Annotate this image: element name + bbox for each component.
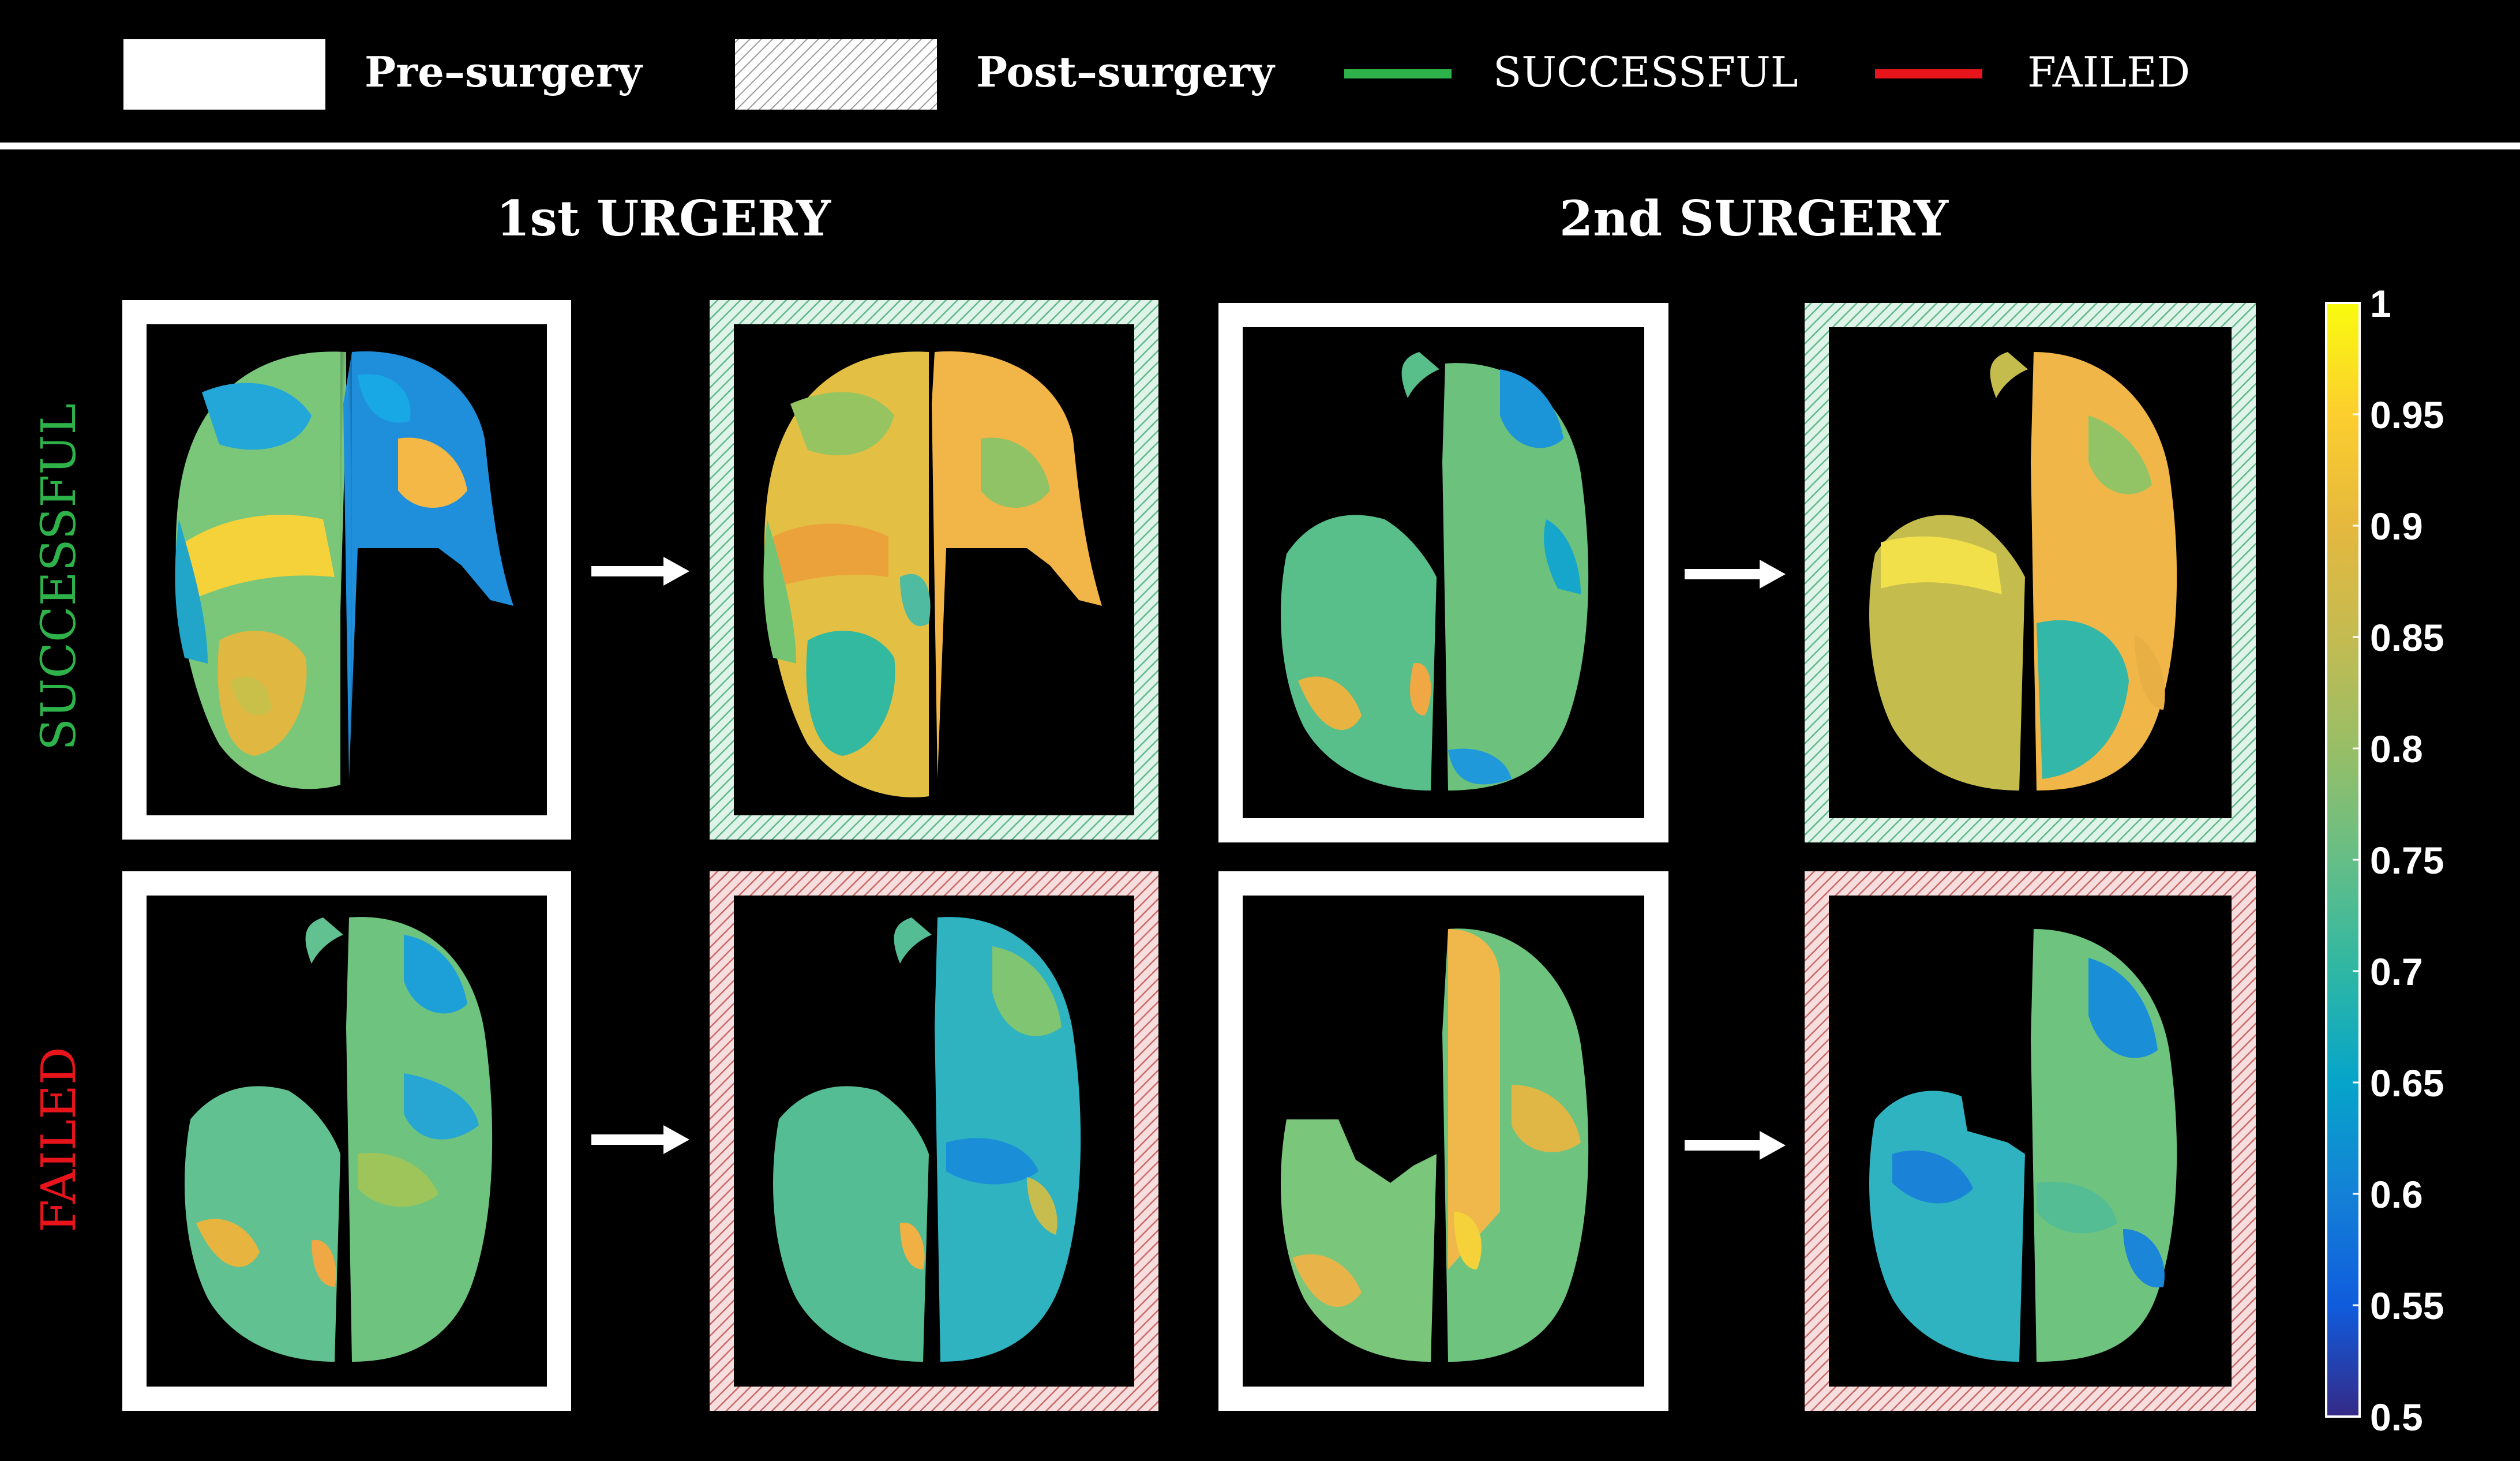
row-label-failed: FAILED xyxy=(32,1047,87,1232)
colorbar-tick-label: 0.5 xyxy=(2370,1396,2423,1438)
colorbar-ticks: 1 0.95 0.9 0.85 0.8 0.75 0.7 0.65 0.6 0.55 0.5 xyxy=(2353,282,2444,1438)
arrow-1-head xyxy=(663,557,689,586)
colorbar-tick-label: 0.7 xyxy=(2370,950,2423,993)
colorbar-tick-label: 0.6 xyxy=(2370,1173,2423,1216)
legend-successful-line xyxy=(1344,69,1452,78)
brain-image xyxy=(1869,352,2177,791)
brain-image xyxy=(1869,929,2177,1362)
colorbar-tick-label: 1 xyxy=(2370,282,2391,325)
legend-background xyxy=(0,0,2520,143)
colorbar-tick-label: 0.9 xyxy=(2370,505,2423,548)
arrow-4-head xyxy=(1760,1131,1786,1160)
row-label-successful: SUCCESSFUL xyxy=(32,403,87,751)
legend-pre-swatch xyxy=(123,39,325,110)
legend-pre-label: Pre–surgery xyxy=(365,47,643,96)
colorbar-tick-label: 0.95 xyxy=(2370,394,2444,436)
legend-post-swatch xyxy=(735,39,937,110)
brain-image xyxy=(185,917,493,1362)
legend-failed-label: FAILED xyxy=(2027,48,2190,96)
legend: Pre–surgery Post–surgery SUCCESSFUL FAIL… xyxy=(0,0,2520,149)
colorbar-tick-label: 0.55 xyxy=(2370,1284,2444,1327)
brain-image xyxy=(1281,928,1589,1362)
arrow-3-head xyxy=(663,1125,689,1154)
legend-successful-label: SUCCESSFUL xyxy=(1493,48,1798,96)
brain-image xyxy=(763,351,1102,797)
header-second-surgery: 2nd SURGERY xyxy=(1559,190,1949,247)
brain-image xyxy=(1281,352,1589,791)
brain-image xyxy=(175,346,513,791)
colorbar-tick-label: 0.85 xyxy=(2370,616,2444,659)
arrow-2-head xyxy=(1760,560,1786,589)
legend-divider xyxy=(0,143,2520,149)
colorbar-tick-label: 0.65 xyxy=(2370,1062,2444,1104)
header-first-surgery: 1st URGERY xyxy=(496,190,831,247)
colorbar: 1 0.95 0.9 0.85 0.8 0.75 0.7 0.65 0.6 0.55 0.5 xyxy=(2325,282,2444,1438)
brain-image xyxy=(773,917,1081,1362)
legend-post-label: Post–surgery xyxy=(976,47,1276,96)
legend-failed-line xyxy=(1875,69,1982,78)
colorbar-tick-label: 0.75 xyxy=(2370,839,2444,882)
colorbar-tick-label: 0.8 xyxy=(2370,728,2423,770)
